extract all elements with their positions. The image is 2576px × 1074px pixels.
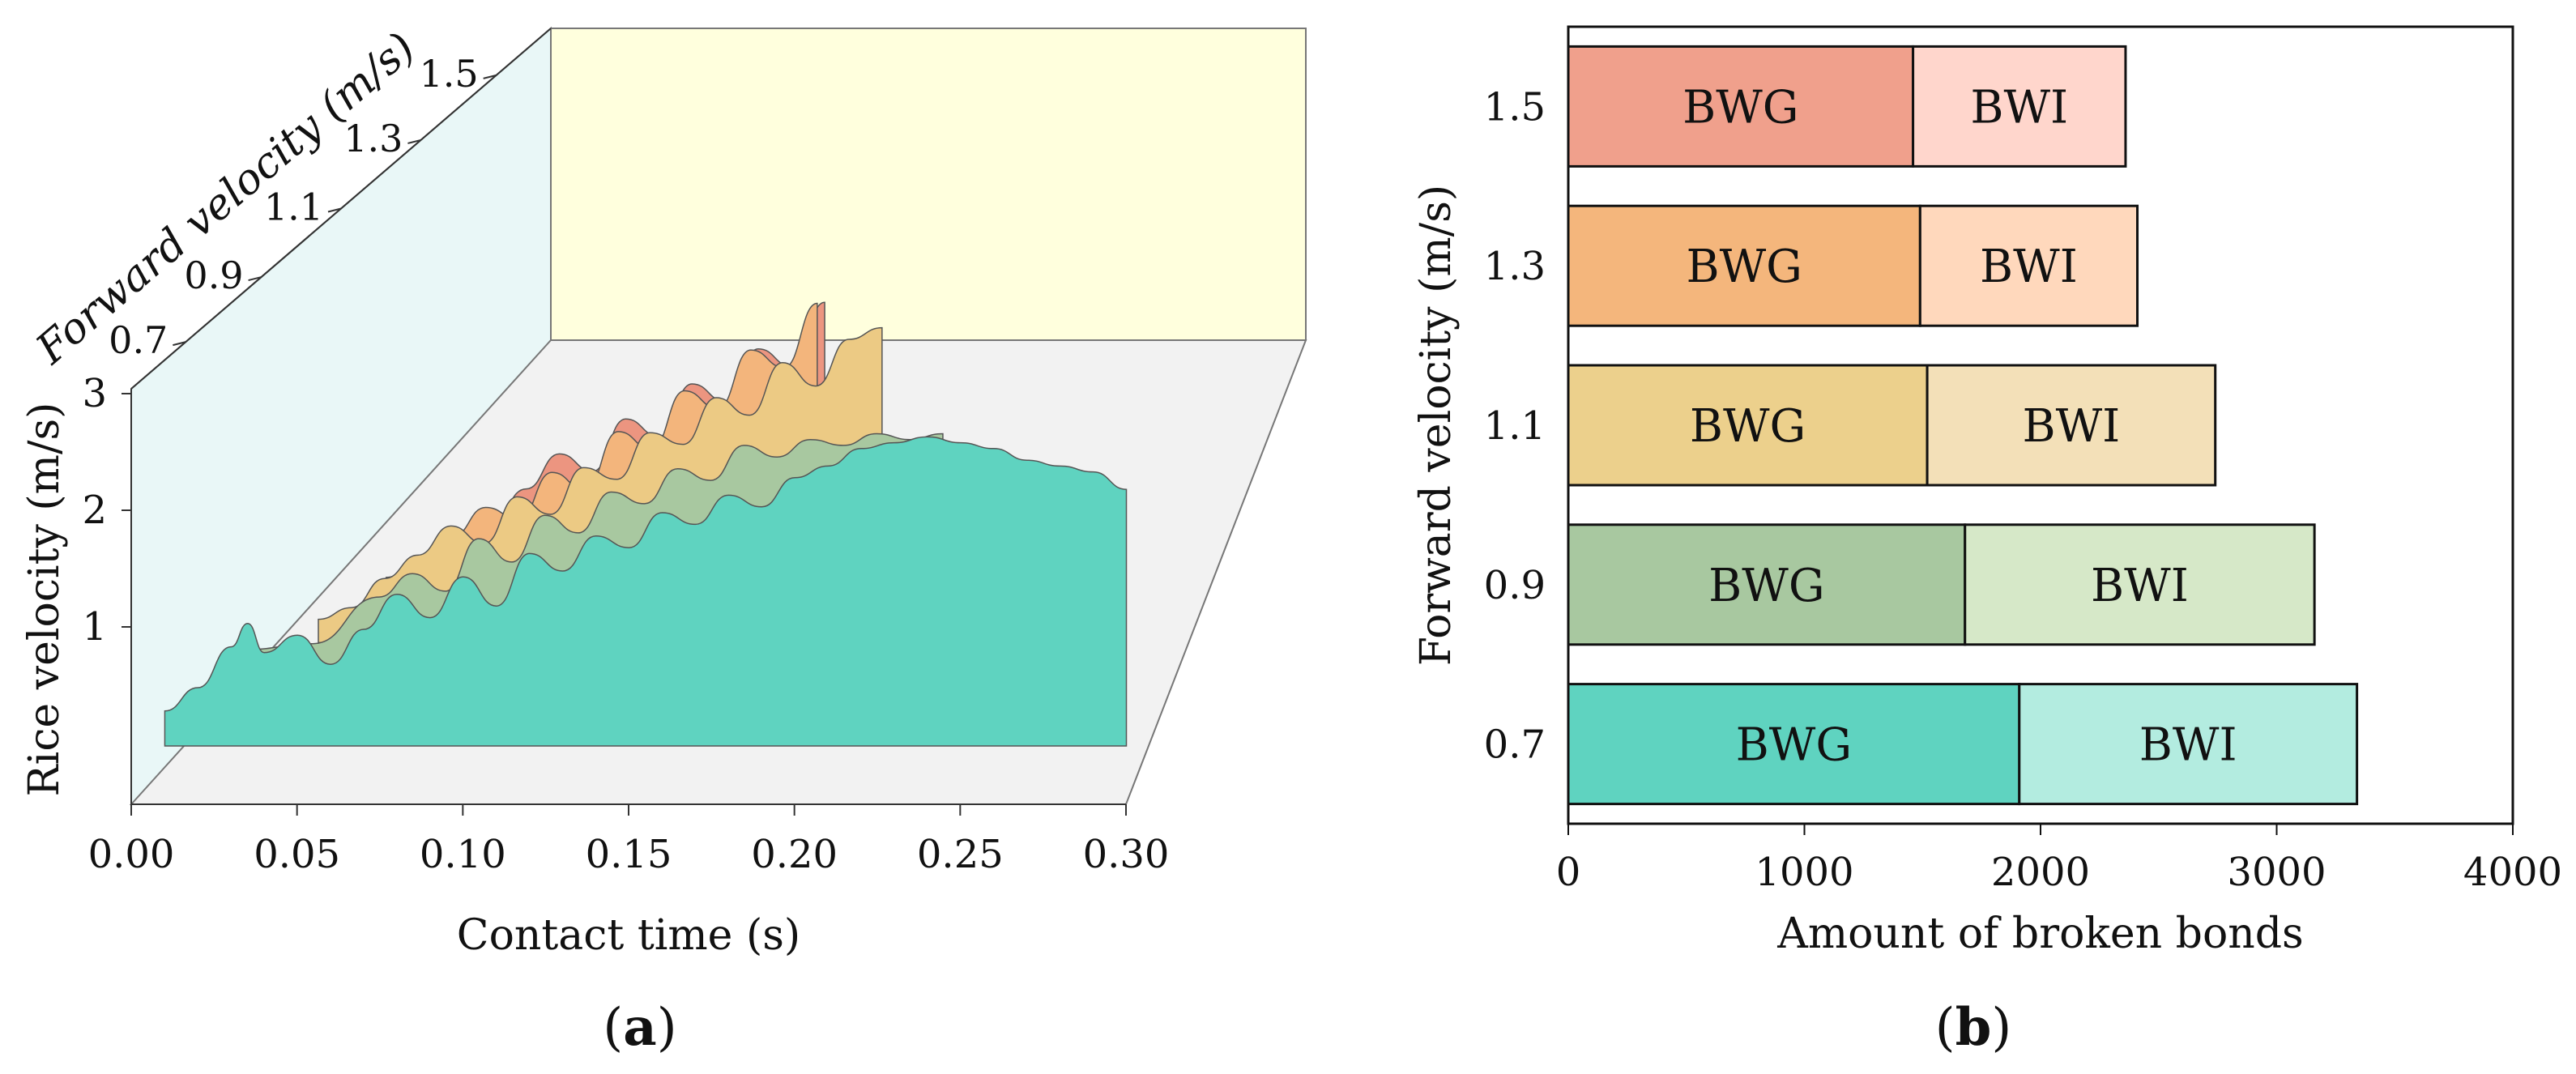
y-axis-label: Forward velocity (m/s) [1412, 185, 1461, 666]
y-tick-label: 0.9 [1484, 563, 1546, 608]
panel-label-b: (b) [1935, 997, 2012, 1058]
z-tick-label: 1.5 [420, 52, 479, 96]
panel-a-3d-area-chart: 0.00 0.05 0.10 0.15 0.20 0.25 0.30 1 2 3 0.7 0.9 1… [20, 23, 1307, 1058]
x-tick-label: 0.00 [88, 832, 175, 877]
panel-label-a: (a) [603, 997, 676, 1058]
z-tick-label: 0.9 [184, 254, 243, 297]
x-tick-label: 0.05 [254, 832, 340, 877]
y-tick-label: 3 [82, 371, 107, 416]
y-tick-label: 1.1 [1484, 403, 1546, 449]
x-tick-label: 4000 [2463, 850, 2562, 895]
x-tick-label: 0.15 [586, 832, 672, 877]
x-tick-label: 1000 [1755, 850, 1853, 895]
y-tick-label: 1 [82, 604, 107, 650]
bar-BWG-1.1 [1567, 364, 1929, 487]
bar-group: BWG BWI BWG BWI BWG BWI BWG BWI BWG BWI [1567, 45, 2359, 806]
bar-BWG-1.3 [1567, 204, 1921, 327]
x-tick-label: 0 [1556, 850, 1581, 895]
x-tick-label: 0.30 [1083, 832, 1170, 877]
bar-label-BWI-1.5: BWI [1970, 81, 2068, 134]
bar-BWI-0.7 [2018, 683, 2359, 806]
panel-b-stacked-bar-chart: BWG BWI BWG BWI BWG BWI BWG BWI BWG BWI 0 1000 2000… [1412, 25, 2562, 1058]
area-series-group [164, 301, 1128, 747]
bar-label-BWI-1.3: BWI [1980, 241, 2078, 293]
y-tick-label: 0.7 [1484, 722, 1546, 768]
bar-BWI-0.9 [1964, 523, 2316, 646]
x-tick-label: 0.25 [917, 832, 1004, 877]
z-tick-mark [327, 207, 342, 213]
z-tick-label: 1.1 [264, 185, 323, 229]
back-wall [550, 28, 1307, 341]
bar-BWG-1.5 [1567, 45, 1915, 168]
bar-label-BWG-0.9: BWG [1708, 560, 1824, 612]
bar-BWG-0.9 [1567, 523, 1967, 646]
y-tick-label: 1.3 [1484, 244, 1546, 289]
x-tick-label: 2000 [1991, 850, 2090, 895]
z-tick-mark [248, 276, 262, 282]
z-tick-group: 0.7 0.9 1.1 1.3 1.5 [109, 52, 497, 362]
y-axis-label: Rice velocity (m/s) [20, 403, 69, 797]
y-tick-label: 2 [82, 488, 107, 533]
bar-label-BWG-1.5: BWG [1683, 81, 1798, 134]
area-series-0.7 [164, 436, 1128, 747]
x-tick-group: 0 1000 2000 3000 4000 [1556, 824, 2562, 895]
z-tick-mark [483, 74, 497, 79]
y-tick-label: 1.5 [1484, 84, 1546, 130]
x-tick-label: 0.20 [751, 832, 838, 877]
bar-BWI-1.3 [1918, 204, 2139, 327]
bar-label-BWI-1.1: BWI [2022, 400, 2120, 453]
z-tick-mark [173, 341, 186, 347]
z-tick-label: 1.3 [343, 117, 403, 160]
x-axis-label: Amount of broken bonds [1776, 910, 2303, 958]
bar-BWG-0.7 [1567, 683, 2021, 806]
bar-label-BWI-0.7: BWI [2139, 719, 2237, 772]
bar-BWI-1.1 [1926, 364, 2217, 487]
x-tick-label: 3000 [2227, 850, 2326, 895]
y-tick-group: 1 2 3 [82, 371, 131, 650]
bar-BWI-1.5 [1912, 45, 2127, 168]
bar-label-BWG-0.7: BWG [1736, 719, 1852, 772]
x-tick-label: 0.10 [420, 832, 506, 877]
bar-label-BWI-0.9: BWI [2091, 560, 2189, 612]
y-tick-group: 0.7 0.9 1.1 1.3 1.5 [1484, 84, 1546, 767]
bar-label-BWG-1.1: BWG [1690, 400, 1806, 453]
x-tick-group: 0.00 0.05 0.10 0.15 0.20 0.25 0.30 [88, 804, 1170, 877]
bar-label-BWG-1.3: BWG [1686, 241, 1802, 293]
x-axis-label: Contact time (s) [457, 911, 800, 960]
z-tick-label: 0.7 [109, 318, 168, 362]
z-tick-mark [407, 139, 421, 144]
